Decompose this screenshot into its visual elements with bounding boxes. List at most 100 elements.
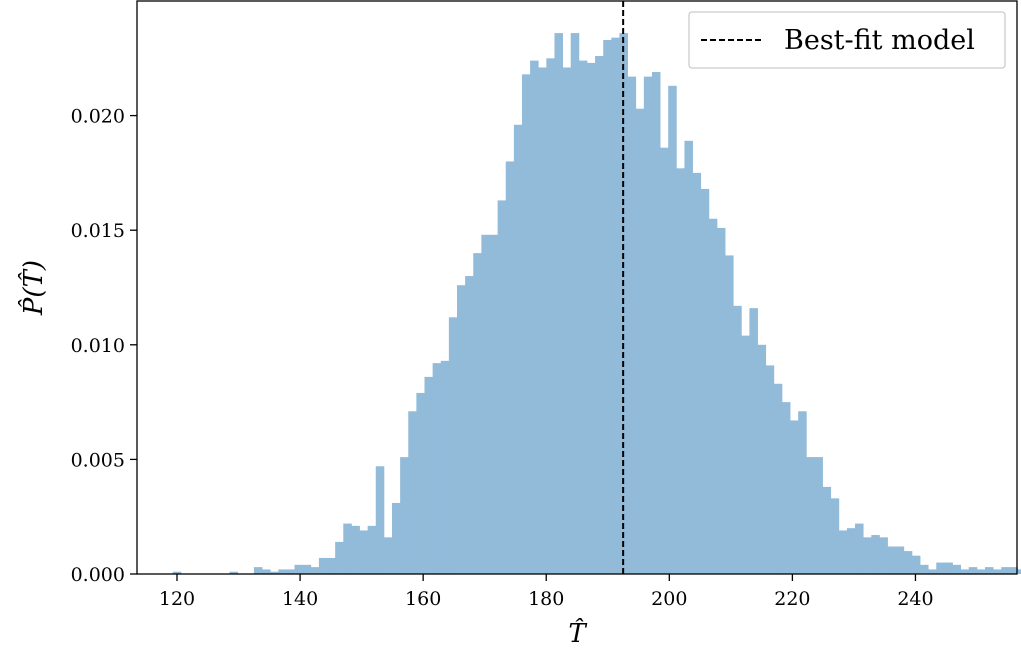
histogram-bar xyxy=(302,564,312,574)
plot-frame xyxy=(136,0,1018,575)
histogram-bar xyxy=(603,39,612,575)
histogram-bar xyxy=(270,571,279,574)
histogram-bar xyxy=(708,218,718,575)
histogram-bar xyxy=(538,67,547,574)
histogram-bar xyxy=(554,33,563,574)
histogram-bar xyxy=(392,502,401,574)
histogram-bar xyxy=(335,541,344,574)
histogram-bar xyxy=(651,72,661,574)
histogram-bar xyxy=(676,168,685,575)
y-axis-ticks: 0.000 0.005 0.010 0.015 0.020 xyxy=(71,106,137,586)
histogram-bar xyxy=(781,402,791,574)
histogram-bar xyxy=(416,392,425,574)
histogram-bar xyxy=(903,551,913,574)
histogram-bar xyxy=(521,74,531,575)
histogram-bar xyxy=(408,411,417,574)
histogram-bar xyxy=(359,530,369,574)
histogram-bar xyxy=(294,564,304,574)
histogram-bar xyxy=(310,567,320,574)
histogram-bar xyxy=(928,569,937,574)
x-tick-label: 160 xyxy=(405,588,441,610)
histogram-bar xyxy=(741,335,750,574)
histogram-bar xyxy=(660,147,669,575)
histogram-bar xyxy=(790,420,799,574)
histogram-bar xyxy=(993,569,1002,574)
histogram-bar xyxy=(497,200,507,575)
histogram-bar xyxy=(400,457,409,574)
histogram-bar xyxy=(920,564,929,574)
histogram-bar xyxy=(432,363,442,574)
histogram-bar xyxy=(440,360,450,574)
y-tick-label: 0.000 xyxy=(71,564,125,586)
histogram-bar xyxy=(595,56,604,575)
histogram-bar xyxy=(1009,567,1018,574)
histogram-bar xyxy=(871,535,880,574)
x-tick-label: 240 xyxy=(897,588,933,610)
legend-entry-label: Best-fit model xyxy=(784,25,975,56)
histogram-bar xyxy=(684,140,693,574)
x-axis-label: T̂ xyxy=(568,618,587,649)
histogram-bar xyxy=(253,567,263,574)
histogram-bar xyxy=(863,537,872,574)
legend: Best-fit model xyxy=(688,11,1006,69)
histogram-bars xyxy=(172,33,1021,575)
histogram-bar xyxy=(635,108,645,574)
histogram-bar xyxy=(879,537,888,574)
histogram-bar xyxy=(578,60,588,575)
histogram-bar xyxy=(473,253,482,574)
histogram-bar xyxy=(960,569,970,574)
histogram-bar xyxy=(278,569,287,574)
histogram-bar xyxy=(481,234,490,574)
y-tick-label: 0.010 xyxy=(71,335,125,357)
x-tick-label: 200 xyxy=(651,588,687,610)
histogram-bar xyxy=(976,569,986,574)
histogram-bar xyxy=(968,567,978,574)
histogram-bar xyxy=(692,172,702,574)
histogram-bar xyxy=(749,308,758,574)
histogram-bar xyxy=(855,523,864,574)
histogram-bar xyxy=(611,37,620,575)
histogram-bar xyxy=(489,234,499,574)
histogram-bar xyxy=(513,124,523,574)
y-tick-label: 0.005 xyxy=(71,449,125,471)
y-tick-label: 0.015 xyxy=(71,220,125,242)
histogram-bar xyxy=(343,523,352,574)
histogram-bar xyxy=(465,276,474,574)
x-tick-label: 140 xyxy=(282,588,318,610)
histogram-bar xyxy=(773,383,783,574)
histogram-bar xyxy=(944,562,953,574)
histogram-bar xyxy=(725,255,734,575)
histogram-bar xyxy=(830,498,840,574)
histogram-bar xyxy=(806,457,815,574)
histogram-bar xyxy=(757,344,767,574)
histogram-bar xyxy=(172,571,182,574)
histogram-bar xyxy=(375,466,385,574)
histogram-bar xyxy=(586,62,596,574)
histogram-bar xyxy=(448,317,458,574)
y-tick-label: 0.020 xyxy=(71,106,125,128)
histogram-bar xyxy=(1017,569,1021,574)
histogram-bar xyxy=(814,457,823,574)
histogram-bar xyxy=(798,411,807,574)
histogram-bar xyxy=(318,557,328,574)
histogram-bar xyxy=(505,161,515,574)
histogram-bar xyxy=(286,569,295,574)
histogram-bar xyxy=(1001,567,1010,574)
histogram-bar xyxy=(911,555,921,574)
y-axis-label: P̂(T̂) xyxy=(18,260,49,316)
histogram-bar xyxy=(887,546,897,574)
histogram-bar xyxy=(952,564,962,574)
histogram-bar xyxy=(570,33,580,574)
histogram-bar xyxy=(765,365,775,574)
histogram-bar xyxy=(985,567,994,574)
histogram-bar xyxy=(262,569,271,574)
histogram-bar xyxy=(351,525,360,574)
x-tick-label: 120 xyxy=(159,588,195,610)
histogram-bar xyxy=(530,60,539,575)
histogram-bar xyxy=(327,557,336,574)
histogram-bar xyxy=(457,285,466,574)
histogram-bar xyxy=(838,530,848,574)
histogram-bar xyxy=(546,58,555,575)
histogram-bar xyxy=(936,562,945,574)
